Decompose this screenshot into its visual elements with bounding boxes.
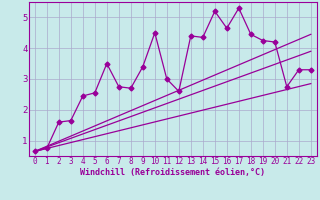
X-axis label: Windchill (Refroidissement éolien,°C): Windchill (Refroidissement éolien,°C): [80, 168, 265, 177]
